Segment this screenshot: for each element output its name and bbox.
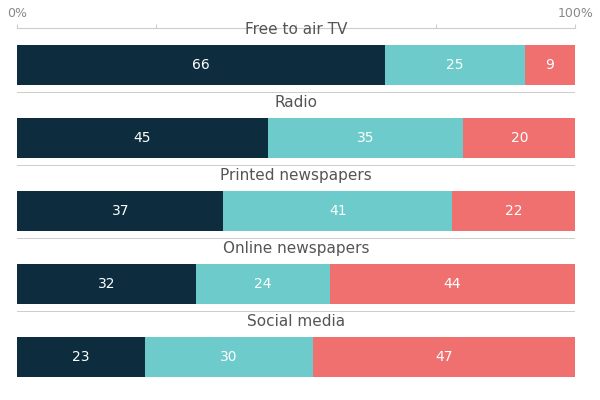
Bar [452, 191, 575, 231]
Text: Radio: Radio [275, 95, 317, 110]
Text: 44: 44 [443, 277, 461, 291]
Text: 9: 9 [545, 58, 554, 72]
Bar [17, 45, 385, 85]
Bar [525, 45, 575, 85]
Bar [17, 118, 268, 158]
Text: 23: 23 [73, 350, 90, 364]
Text: 22: 22 [505, 204, 523, 218]
Text: 37: 37 [112, 204, 129, 218]
Text: Printed newspapers: Printed newspapers [220, 168, 372, 183]
Bar [329, 264, 575, 304]
Bar [463, 118, 575, 158]
Text: 45: 45 [134, 131, 151, 145]
Text: 47: 47 [435, 350, 452, 364]
Text: 41: 41 [329, 204, 347, 218]
Bar [196, 264, 329, 304]
Text: Free to air TV: Free to air TV [245, 22, 347, 37]
Text: Social media: Social media [247, 314, 345, 329]
Bar [223, 191, 452, 231]
Bar [145, 336, 313, 377]
Bar [17, 336, 145, 377]
Bar [313, 336, 575, 377]
Bar [17, 191, 223, 231]
Text: Online newspapers: Online newspapers [223, 241, 369, 256]
Text: 24: 24 [254, 277, 271, 291]
Text: 30: 30 [220, 350, 238, 364]
Text: 66: 66 [192, 58, 210, 72]
Bar [17, 264, 196, 304]
Bar [268, 118, 463, 158]
Text: 32: 32 [98, 277, 115, 291]
Bar [385, 45, 525, 85]
Text: 20: 20 [511, 131, 528, 145]
Text: 35: 35 [357, 131, 374, 145]
Text: 25: 25 [446, 58, 464, 72]
